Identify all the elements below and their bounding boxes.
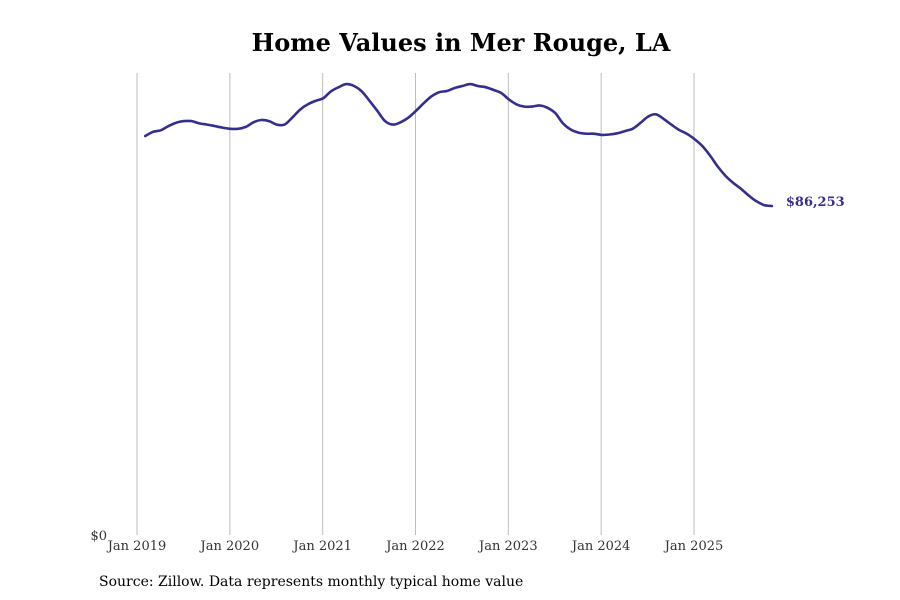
series-line: [143, 82, 774, 208]
end-value-label: $86,253: [786, 195, 845, 210]
x-tick-label: Jan 2025: [663, 539, 724, 554]
grid-lines: [136, 73, 695, 535]
x-axis-ticks: Jan 2019 Jan 2020 Jan 2021 Jan 2022 Jan 2023…: [106, 539, 724, 554]
chart-title: Home Values in Mer Rouge, LA: [251, 28, 671, 57]
y-tick-label: $0: [90, 529, 107, 544]
x-tick-label: Jan 2019: [106, 539, 167, 554]
source-note: Source: Zillow. Data represents monthly …: [99, 574, 524, 590]
x-tick-label: Jan 2024: [570, 539, 631, 554]
x-tick-label: Jan 2023: [477, 539, 538, 554]
x-tick-label: Jan 2022: [384, 539, 445, 554]
x-tick-label: Jan 2021: [291, 539, 352, 554]
x-tick-label: Jan 2020: [199, 539, 260, 554]
